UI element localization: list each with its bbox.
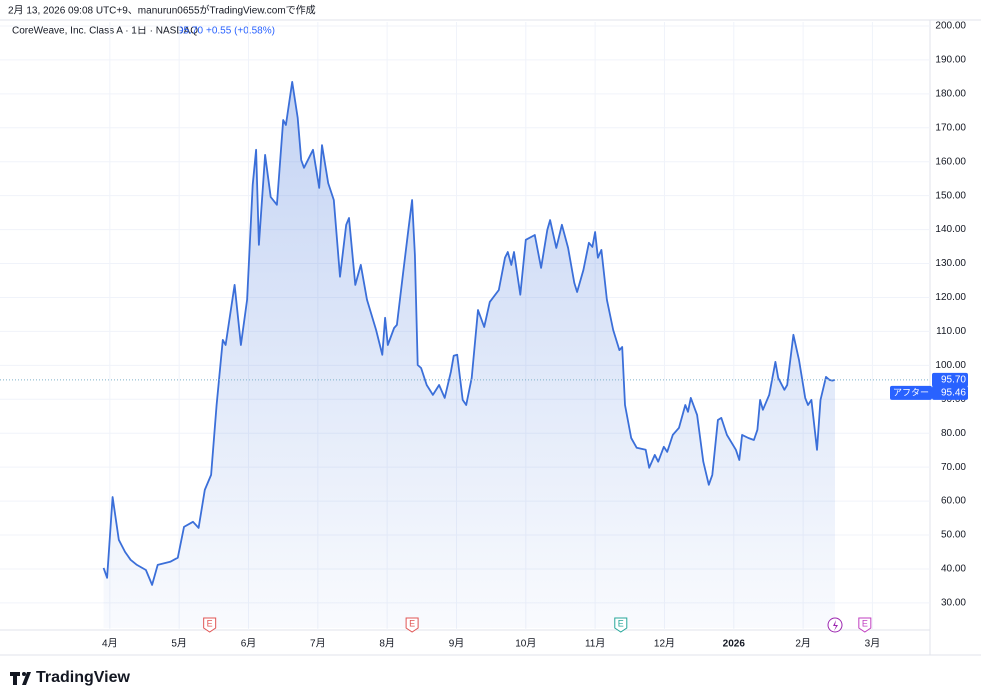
y-tick-label: 180.00 <box>935 88 966 99</box>
event-marker <box>405 617 419 633</box>
y-tick-label: 80.00 <box>941 428 966 439</box>
after-tag-label: 95.46 <box>941 388 966 399</box>
logo <box>10 672 31 685</box>
area <box>103 81 836 628</box>
y-tick-label: 120.00 <box>935 292 966 303</box>
y-tick-label: 190.00 <box>935 55 966 66</box>
y-tick-label: 140.00 <box>935 224 966 235</box>
event-marker <box>203 617 217 633</box>
y-tick-label: 40.00 <box>941 564 966 575</box>
x-tick-label: 11月 <box>585 638 605 650</box>
price-tag-label: 95.70 <box>941 375 966 386</box>
dividend-bolt <box>833 620 839 631</box>
y-tick-label: 160.00 <box>935 156 966 167</box>
y-tick-label: 100.00 <box>935 360 966 371</box>
x-tick-label: 10月 <box>515 638 536 650</box>
y-tick-label: 50.00 <box>941 530 966 541</box>
x-tick-label: 4月 <box>102 638 118 650</box>
x-tick-label: 12月 <box>654 638 675 650</box>
x-tick-label: 2026 <box>723 639 746 650</box>
event-marker <box>614 617 628 633</box>
price-line <box>102 81 836 586</box>
event-marker <box>858 617 872 633</box>
after-tag <box>932 385 968 400</box>
y-tick-label: 150.00 <box>935 190 966 201</box>
x-tick-label: 8月 <box>379 638 395 650</box>
caption: 2月 13, 2026 09:08 UTC+9、manurun0655がTrad… <box>8 4 316 17</box>
event-label: E <box>207 618 213 628</box>
x-tick-label: 2月 <box>795 638 811 650</box>
symbol: CoreWeave, Inc. Class A · 1日 · NASDAQ <box>12 26 198 37</box>
x-tick-label: 6月 <box>241 638 257 650</box>
after-name-box <box>890 385 932 400</box>
x-tick-label: 9月 <box>449 638 465 650</box>
event-label: E <box>862 618 868 628</box>
change: +0.55 (+0.58%) <box>206 26 275 37</box>
y-tick-label: 70.00 <box>941 462 966 473</box>
brand: TradingView <box>36 669 131 686</box>
y-tick-label: 60.00 <box>941 496 966 507</box>
x-tick-label: 7月 <box>310 638 326 650</box>
y-tick-label: 130.00 <box>935 258 966 269</box>
x-tick-label: 5月 <box>171 638 187 650</box>
event-label: E <box>618 618 624 628</box>
y-tick-label: 170.00 <box>935 122 966 133</box>
after-name: アフター <box>893 387 929 397</box>
x-tick-label: 3月 <box>865 638 881 650</box>
y-tick-label: 30.00 <box>941 598 966 609</box>
y-tick-label: 110.00 <box>936 326 966 337</box>
last-price: 95.70 <box>178 26 203 37</box>
event-label: E <box>409 618 415 628</box>
y-tick-label: 200.00 <box>935 21 966 32</box>
price-tag <box>932 372 968 387</box>
